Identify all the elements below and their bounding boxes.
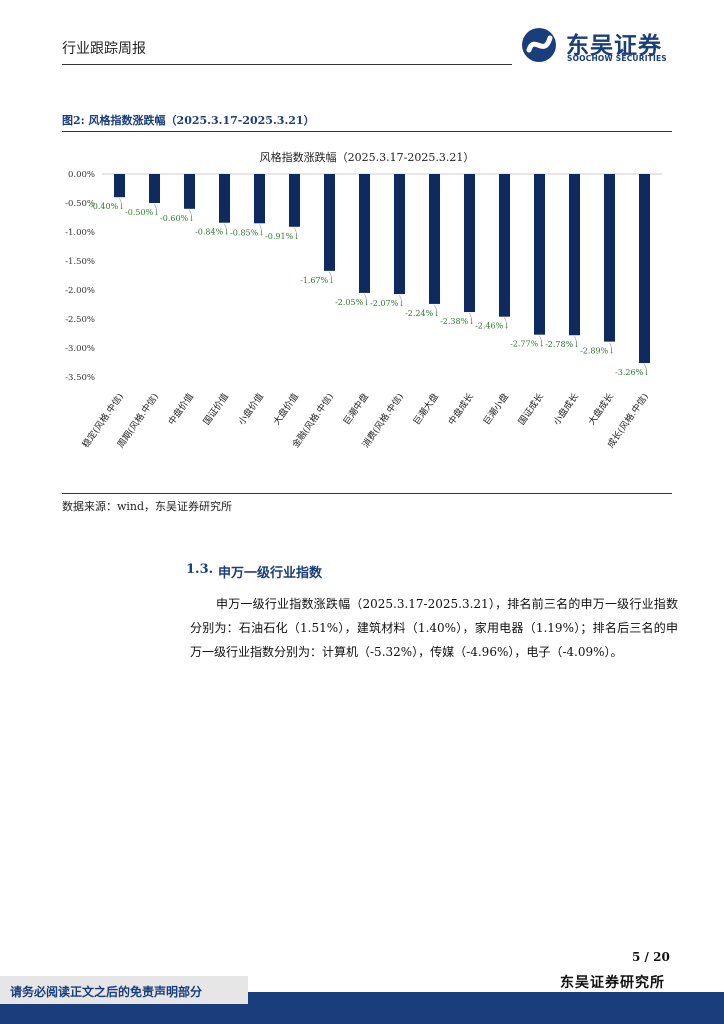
data-label-leader (294, 227, 297, 233)
data-label-leader (469, 312, 472, 319)
logo-name-en: SOOCHOW SECURITIES (567, 54, 667, 63)
data-label-leader (609, 342, 612, 348)
y-tick-label: -2.50% (65, 315, 95, 325)
x-category-label: 国证价值 (200, 391, 230, 427)
company-logo: 东吴证券 SOOCHOW SECURITIES (520, 26, 680, 68)
bar (499, 174, 510, 317)
data-label: -0.85%↓ (230, 228, 265, 237)
data-label: -0.84%↓ (195, 228, 230, 237)
data-label-leader (399, 294, 402, 301)
y-tick-label: -0.50% (65, 199, 95, 209)
bar (429, 174, 440, 304)
data-label-leader (364, 293, 367, 300)
y-tick-label: -3.50% (65, 373, 95, 383)
caption-divider (62, 131, 672, 132)
report-type-header: 行业跟踪周报 (62, 41, 146, 57)
section-title: 申万一级行业指数 (218, 566, 323, 581)
section-paragraph: 申万一级行业指数涨跌幅（2025.3.17-2025.3.21），排名前三名的申… (190, 597, 678, 659)
bar (534, 174, 545, 335)
y-tick-label: -1.00% (65, 228, 95, 238)
disclaimer-text: 请务必阅读正文之后的免责声明部分 (10, 985, 203, 999)
bar (254, 174, 265, 224)
data-label: -3.26%↓ (615, 368, 650, 377)
data-label: -0.91%↓ (265, 232, 300, 241)
data-label: -2.46%↓ (475, 322, 510, 331)
data-label: -2.78%↓ (545, 340, 580, 349)
y-tick-label: -1.50% (65, 257, 95, 267)
data-label-leader (154, 203, 157, 210)
x-category-label: 大盘成长 (585, 391, 615, 427)
section-number: 1.3. (186, 562, 214, 577)
data-label-leader (189, 209, 192, 215)
bar (464, 174, 475, 313)
x-category-label: 大盘价值 (270, 391, 300, 427)
data-label: -0.50%↓ (125, 208, 160, 217)
header-divider (62, 64, 512, 65)
data-label: -2.24%↓ (405, 309, 440, 318)
x-category-label: 巨潮小盘 (480, 391, 510, 427)
y-tick-label: -2.00% (65, 286, 95, 296)
x-category-label: 巨潮中盘 (340, 391, 370, 427)
bar (324, 174, 335, 271)
style-index-bar-chart: 风格指数涨跌幅（2025.3.17-2025.3.21） 0.00% -0.50%… (65, 150, 662, 450)
bar (149, 174, 160, 203)
data-label-leader (119, 198, 122, 204)
footer-org: 东吴证券研究所 (560, 975, 665, 991)
data-label-leader (259, 224, 262, 230)
data-label-leader (539, 335, 542, 341)
x-category-label: 巨潮大盘 (410, 391, 440, 427)
data-label-leader (504, 317, 507, 323)
logo-name-cn: 东吴证券 (566, 32, 662, 59)
data-label: -1.67%↓ (300, 276, 335, 285)
source-divider (62, 493, 672, 494)
bar (359, 174, 370, 293)
chart-plot-area: 0.00% -0.50% -1.00% -1.50% -2.00% -2.50% -3.00… (65, 170, 662, 450)
logo-mark-icon (522, 28, 556, 62)
figure-source: 数据来源：wind，东吴证券研究所 (62, 500, 233, 513)
data-label: -2.07%↓ (370, 299, 405, 308)
data-label: -2.05%↓ (335, 298, 370, 307)
y-tick-label: -3.00% (65, 344, 95, 354)
page-number: 5 / 20 (632, 950, 670, 964)
data-label: -2.77%↓ (510, 340, 545, 349)
x-category-label: 国证成长 (515, 391, 545, 427)
x-category-label: 小盘成长 (550, 391, 580, 427)
disclaimer-box: 请务必阅读正文之后的免责声明部分 (0, 976, 248, 1004)
x-category-label: 小盘价值 (235, 391, 265, 427)
bar (394, 174, 405, 295)
data-label-leader (329, 271, 332, 277)
y-tick-label: 0.00% (68, 170, 95, 180)
bar (604, 174, 615, 342)
data-label-leader (574, 336, 577, 342)
chart-title: 风格指数涨跌幅（2025.3.17-2025.3.21） (260, 150, 475, 164)
bar (569, 174, 580, 336)
bar (639, 174, 650, 364)
data-label-leader (644, 363, 647, 370)
x-category-label: 中盘价值 (165, 391, 195, 427)
x-category-label: 中盘成长 (445, 391, 475, 427)
bar (219, 174, 230, 223)
data-label: -0.40%↓ (90, 202, 125, 211)
bar (289, 174, 300, 227)
data-label: -0.60%↓ (160, 214, 195, 223)
data-label: -2.89%↓ (580, 347, 615, 356)
figure-caption: 图2: 风格指数涨跌幅（2025.3.17-2025.3.21） (62, 114, 315, 127)
data-label-leader (434, 304, 437, 311)
bar (184, 174, 195, 209)
data-label-leader (224, 223, 227, 229)
bar (114, 174, 125, 198)
data-label: -2.38%↓ (440, 317, 475, 326)
